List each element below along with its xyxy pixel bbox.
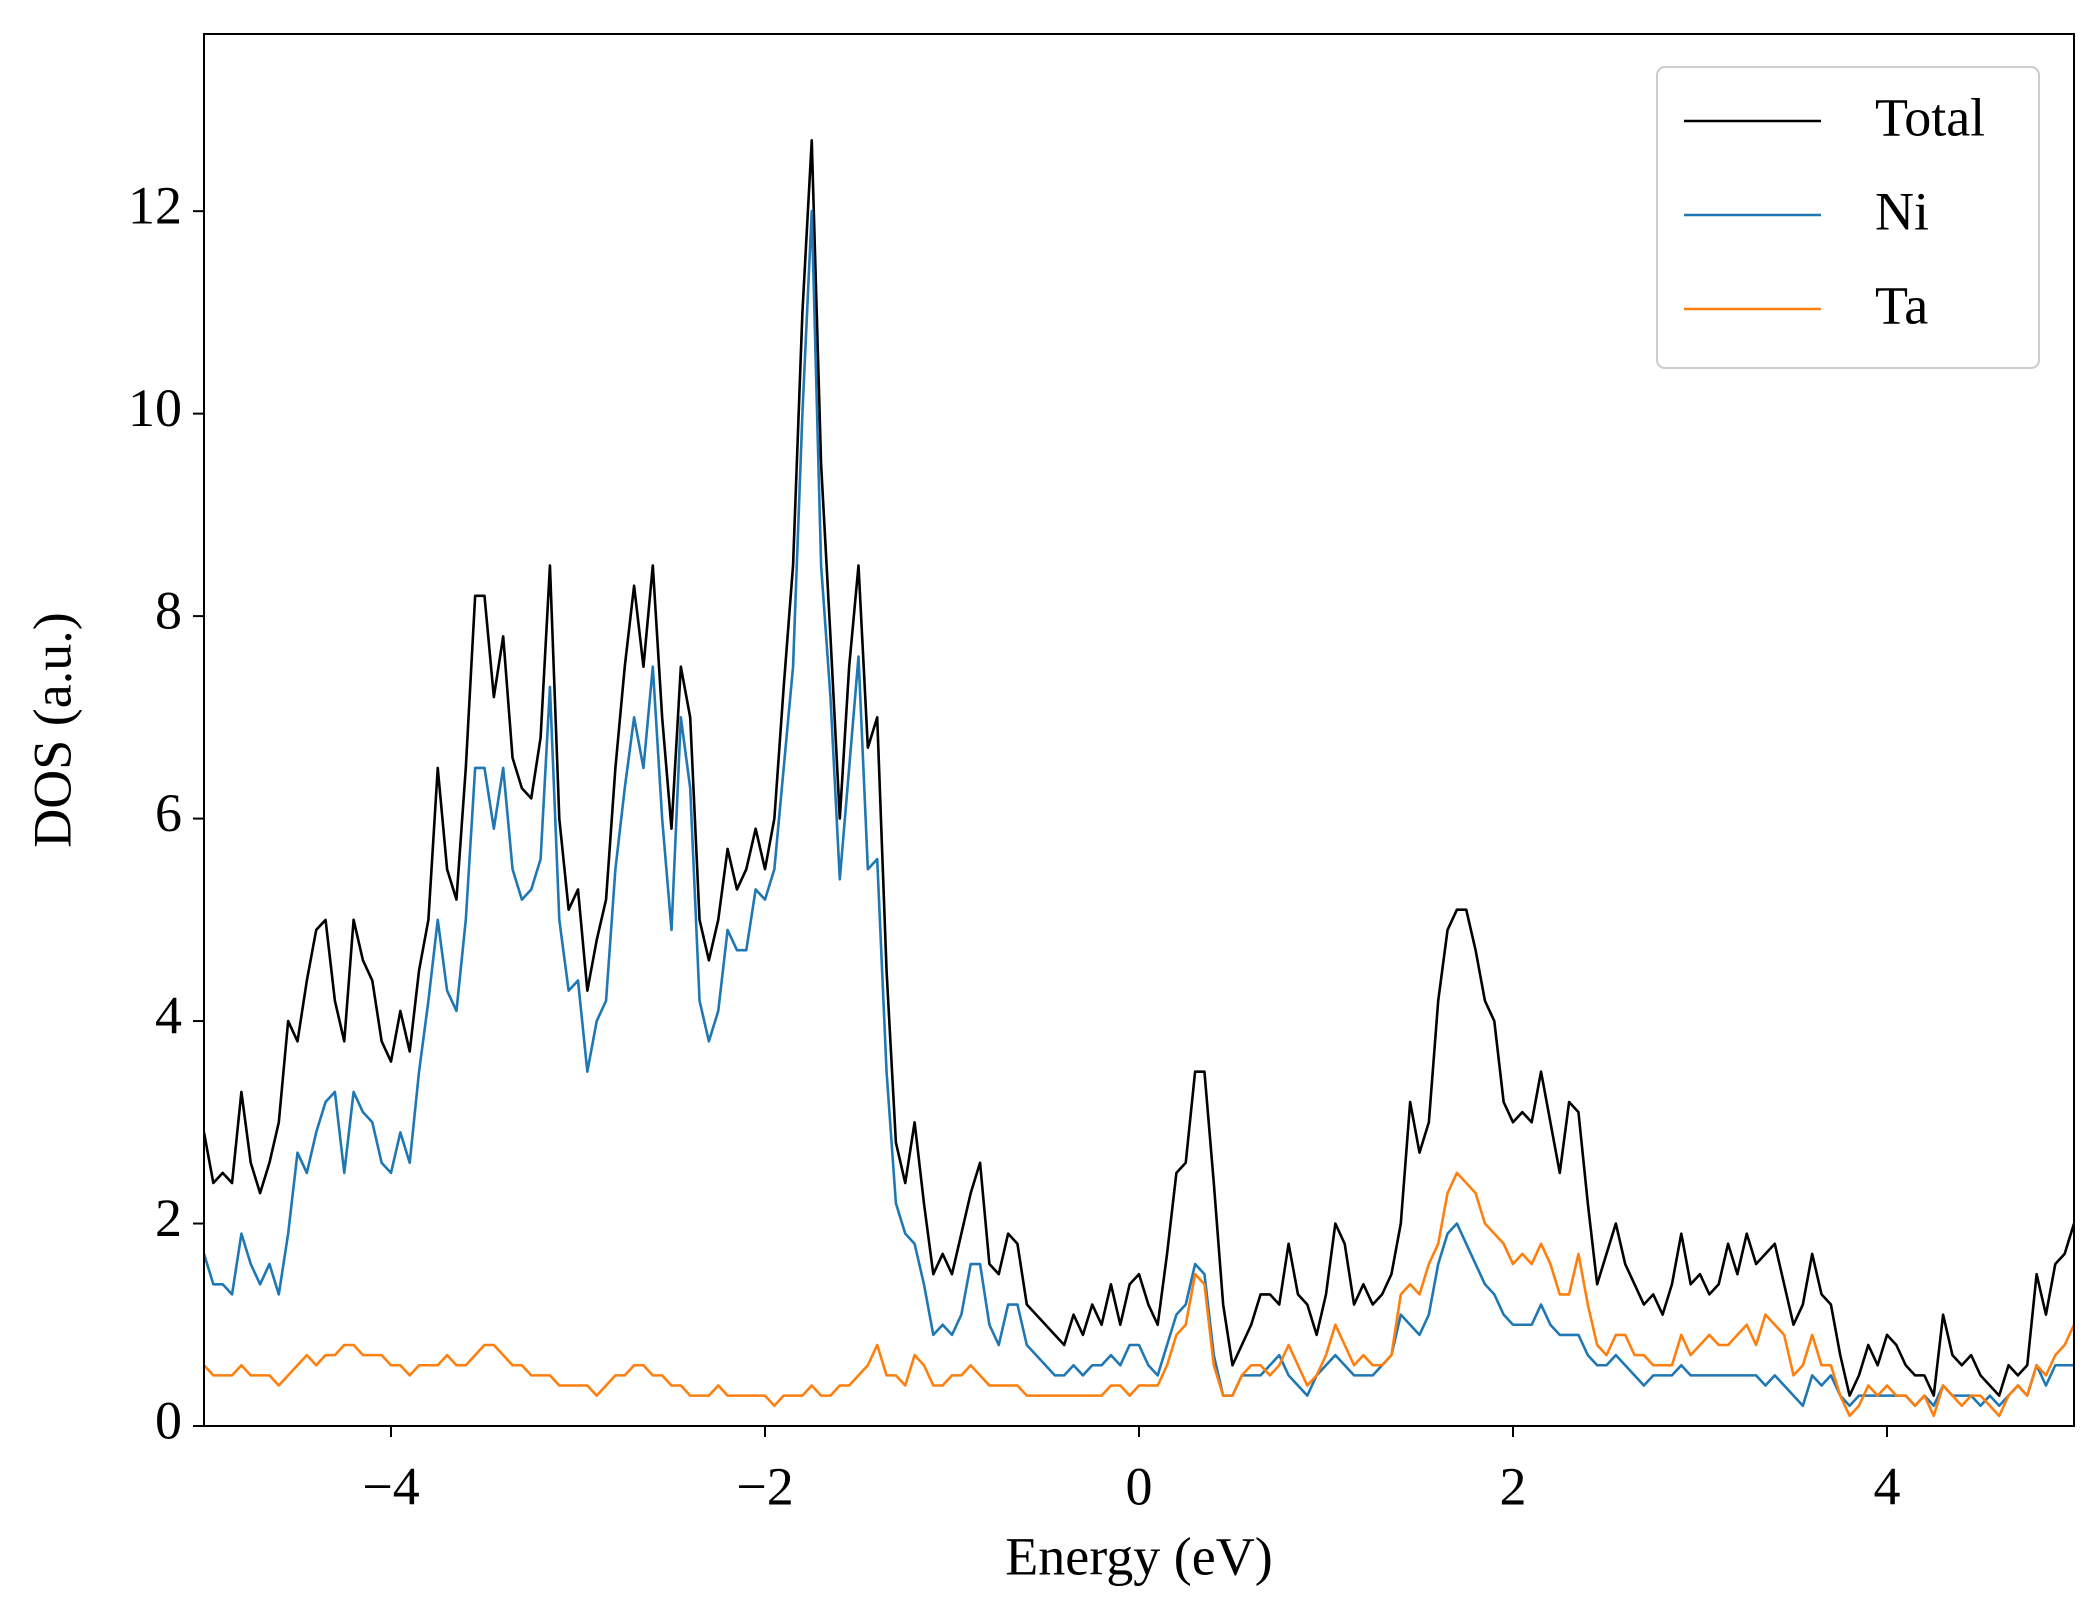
legend-box	[1656, 66, 2040, 369]
y-tick-label: 8	[155, 580, 182, 640]
y-tick-label: 10	[128, 378, 182, 438]
y-axis-label: DOS (a.u.)	[22, 612, 82, 847]
y-tick-label: 6	[155, 783, 182, 843]
legend-label: Ta	[1875, 275, 1928, 335]
x-tick-label: 4	[1874, 1456, 1901, 1516]
y-tick-label: 4	[155, 985, 182, 1045]
x-tick-label: 0	[1126, 1456, 1153, 1516]
x-tick-label: −2	[736, 1456, 793, 1516]
series-line	[204, 1171, 2074, 1418]
y-tick-label: 0	[155, 1390, 182, 1450]
y-tick-label: 12	[128, 176, 182, 236]
x-tick-label: 2	[1500, 1456, 1527, 1516]
plot-frame	[203, 33, 2075, 1427]
legend-label: Ni	[1875, 181, 1929, 241]
legend-label: Total	[1875, 87, 1985, 147]
y-tick-label: 2	[155, 1188, 182, 1248]
x-axis-label: Energy (eV)	[1005, 1526, 1272, 1586]
series-line	[204, 139, 2074, 1397]
series-line	[204, 209, 2074, 1408]
x-tick-label: −4	[362, 1456, 419, 1516]
